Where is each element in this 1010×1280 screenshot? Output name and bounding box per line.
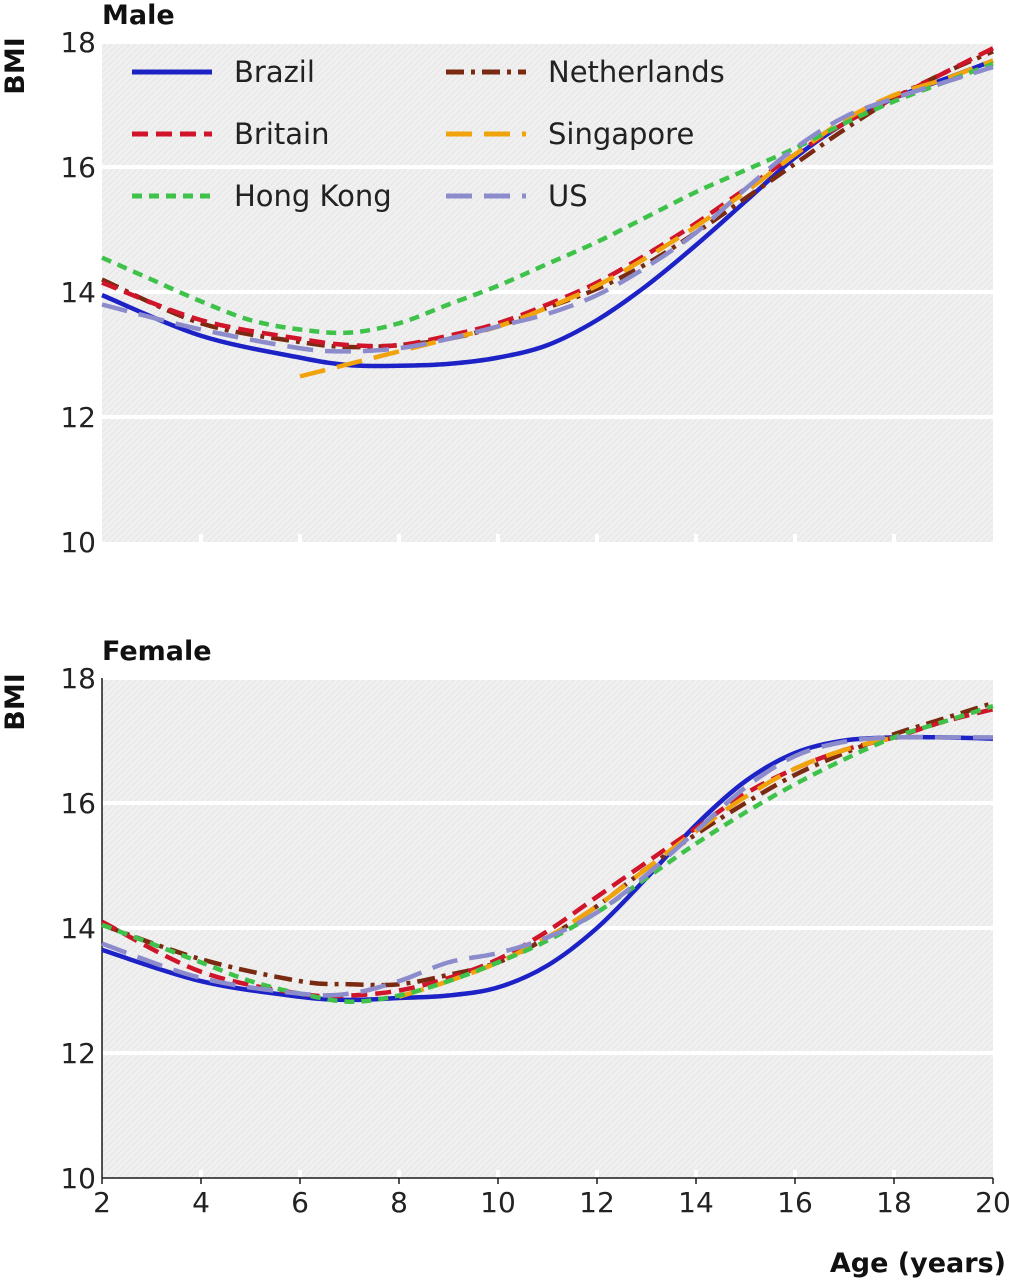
tick-label-x: 6: [291, 1186, 309, 1219]
tick-label-x: 4: [192, 1186, 210, 1219]
tick-label-y: 16: [60, 151, 96, 184]
legend-label: Britain: [234, 117, 329, 151]
tick-label-x: 12: [579, 1186, 615, 1219]
series-line-netherlands: [101, 49, 994, 350]
chart-panel-1: 10 12 14 16 18 2 4 6 8 10 12 14 16 18 20 Female BMI Age (…: [0, 636, 1010, 1279]
axis-label-y: BMI: [0, 37, 31, 95]
series-line-britain: [101, 46, 995, 349]
axis-label-y: BMI: [0, 673, 31, 731]
series-line-brazil: [101, 734, 994, 1003]
tick-label-y: 14: [60, 912, 96, 945]
tick-label-x: 14: [678, 1186, 714, 1219]
panel-title: Male: [102, 0, 175, 31]
legend-label: US: [548, 179, 588, 213]
tick-label-x: 16: [777, 1186, 813, 1219]
legend-label: Singapore: [548, 117, 694, 151]
series-line-hong-kong: [101, 61, 994, 336]
tick-label-x: 2: [93, 1186, 111, 1219]
tick-label-y: 18: [60, 26, 96, 59]
series-line-us: [101, 734, 993, 998]
tick-label-y: 12: [60, 1037, 96, 1070]
panel-title: Female: [102, 636, 212, 667]
axis-label-x: Age (years): [830, 1248, 1006, 1279]
tick-label-x: 10: [480, 1186, 516, 1219]
tick-label-y: 18: [60, 662, 96, 695]
tick-label-y: 10: [60, 526, 96, 559]
legend: Brazil Britain Hong Kong Netherlands Singapo…: [132, 55, 725, 213]
tick-label-x: 8: [390, 1186, 408, 1219]
legend-label: Netherlands: [548, 55, 725, 89]
tick-label-y: 16: [60, 787, 96, 820]
legend-label: Hong Kong: [234, 179, 392, 213]
series-line-us: [101, 64, 994, 354]
tick-label-y: 14: [60, 276, 96, 309]
tick-label-y: 12: [60, 401, 96, 434]
tick-label-y: 10: [60, 1162, 96, 1195]
tick-label-x: 20: [975, 1186, 1010, 1219]
legend-label: Brazil: [234, 55, 315, 89]
series-line-hong-kong: [101, 703, 994, 1005]
tick-label-x: 18: [876, 1186, 912, 1219]
